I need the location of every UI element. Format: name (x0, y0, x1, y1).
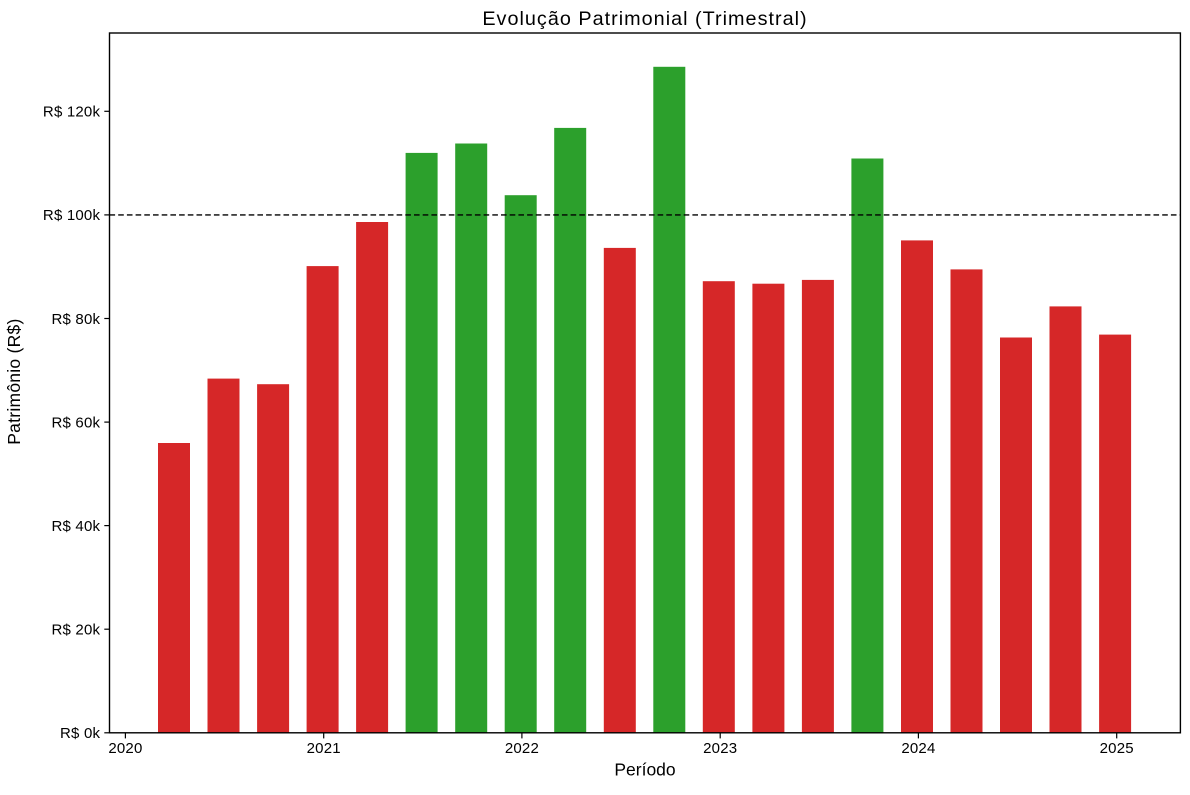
svg-text:Patrimônio (R$): Patrimônio (R$) (4, 318, 24, 444)
svg-text:R$ 20k: R$ 20k (51, 622, 100, 639)
svg-text:R$ 60k: R$ 60k (51, 414, 100, 431)
svg-text:R$ 80k: R$ 80k (51, 311, 100, 328)
svg-text:R$ 100k: R$ 100k (43, 207, 101, 224)
svg-text:R$ 40k: R$ 40k (51, 518, 100, 535)
svg-text:2025: 2025 (1100, 740, 1134, 757)
svg-text:2022: 2022 (505, 740, 539, 757)
svg-text:R$ 120k: R$ 120k (43, 104, 101, 121)
svg-text:R$ 0k: R$ 0k (60, 725, 100, 742)
svg-text:2020: 2020 (108, 740, 142, 757)
svg-text:Período: Período (614, 760, 675, 780)
svg-text:2024: 2024 (901, 740, 935, 757)
svg-text:2023: 2023 (703, 740, 737, 757)
svg-text:2021: 2021 (307, 740, 341, 757)
svg-text:Evolução Patrimonial (Trimestr: Evolução Patrimonial (Trimestral) (482, 8, 807, 30)
